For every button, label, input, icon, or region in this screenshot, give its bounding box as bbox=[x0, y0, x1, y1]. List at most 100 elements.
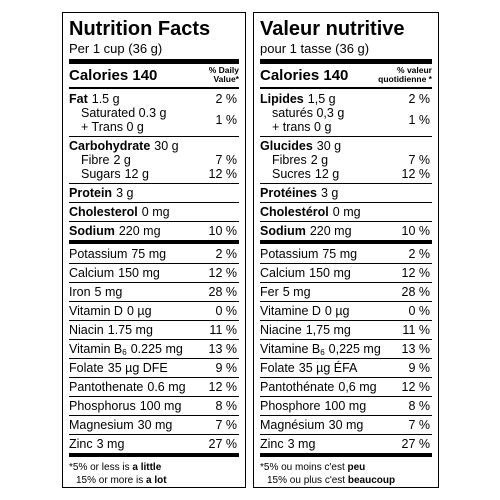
rule bbox=[260, 201, 432, 203]
nutrient-name: Magnesium bbox=[69, 417, 134, 432]
nutrient-amount: 1.75 mg bbox=[107, 322, 153, 337]
nutrient-row: Cholesterol 0 mg bbox=[69, 205, 170, 219]
dv-header: % valeur bbox=[397, 65, 432, 75]
nutrient-amount: 5 mg bbox=[94, 284, 123, 299]
nutrient-name: Potassium bbox=[260, 246, 319, 261]
daily-value: 9 % bbox=[408, 360, 430, 375]
rule bbox=[69, 376, 239, 378]
nutrient-name: Iron bbox=[69, 284, 91, 299]
nutrient-amount: 150 mg bbox=[309, 265, 351, 280]
daily-value: 11 % bbox=[402, 322, 430, 337]
daily-value: 12 % bbox=[401, 379, 431, 394]
nutrient-amount: 3 g bbox=[116, 185, 134, 200]
thick-rule bbox=[260, 239, 432, 244]
nutrient-amount: 0 mg bbox=[332, 204, 361, 219]
nutrient-name: Niacine bbox=[260, 322, 302, 337]
footnote-text: *5% ou moins c'est bbox=[260, 462, 348, 473]
thick-rule bbox=[69, 452, 239, 457]
rule bbox=[260, 357, 432, 359]
nutrient-row: Lipides 1,5 g bbox=[260, 92, 336, 106]
dv-header: quotidienne * bbox=[378, 74, 432, 84]
nutrient-name: Cholesterol bbox=[69, 204, 138, 219]
nutrient-line: saturés 0,3 g bbox=[272, 105, 345, 120]
daily-value: 12 % bbox=[401, 166, 431, 181]
nutrient-amount: 3 mg bbox=[96, 436, 125, 451]
nutrient-row: Sucres 12 g bbox=[272, 167, 339, 181]
panel: Valeur nutritive pour 1 tasse (36 g) Calor… bbox=[253, 12, 439, 488]
panel: Nutrition Facts Per 1 cup (36 g) Calories … bbox=[62, 12, 246, 488]
nutrient-row: Calcium 150 mg bbox=[69, 266, 160, 280]
nutrient-amount: 5 mg bbox=[282, 284, 311, 299]
footnote: *5% or less is a little bbox=[69, 461, 161, 475]
nutrient-amount: 1,5 g bbox=[307, 91, 336, 106]
daily-value: 2 % bbox=[408, 246, 430, 261]
rule bbox=[69, 87, 239, 89]
nutrient-name: Calcium bbox=[260, 265, 306, 280]
nutrient-row: Zinc 3 mg bbox=[260, 437, 315, 451]
nutrient-row: Vitamine B6 0,225 mg bbox=[260, 342, 381, 357]
rule bbox=[260, 376, 432, 378]
nutrient-amount: 2 g bbox=[113, 152, 131, 167]
nutrient-row: Fibres 2 g bbox=[272, 153, 328, 167]
nutrient-row: Zinc 3 mg bbox=[69, 437, 124, 451]
nutrient-amount: 0 mg bbox=[141, 204, 170, 219]
rule bbox=[260, 87, 432, 89]
footnote: 15% ou plus c'est beaucoup bbox=[267, 474, 395, 488]
nutrient-row: Potassium 75 mg bbox=[69, 247, 166, 261]
rule bbox=[69, 281, 239, 283]
nutrient-name: Potassium bbox=[69, 246, 128, 261]
nutrient-amount: 30 mg bbox=[328, 417, 364, 432]
nutrient-amount: 2 g bbox=[310, 152, 329, 167]
nutrient-row: Magnesium 30 mg bbox=[69, 418, 172, 432]
nutrient-amount: 150 mg bbox=[118, 265, 160, 280]
subscript: 6 bbox=[320, 347, 325, 357]
rule bbox=[69, 433, 239, 435]
nutrient-amount: 75 mg bbox=[131, 246, 167, 261]
nutrient-amount: 0.225 mg bbox=[130, 341, 183, 356]
rule bbox=[69, 201, 239, 203]
daily-value: 12 % bbox=[208, 166, 238, 181]
rule bbox=[69, 414, 239, 416]
daily-value: 7 % bbox=[408, 152, 430, 167]
rule bbox=[69, 182, 239, 184]
daily-value: 28 % bbox=[208, 284, 238, 299]
daily-value: 28 % bbox=[401, 284, 431, 299]
nutrient-name: Carbohydrate bbox=[69, 138, 151, 153]
nutrient-row: Phosphorus 100 mg bbox=[69, 399, 181, 413]
daily-value: 1 % bbox=[215, 112, 237, 127]
rule bbox=[69, 220, 239, 222]
nutrient-amount: 12 g bbox=[124, 166, 149, 181]
rule bbox=[260, 338, 432, 340]
nutrient-name: Fat bbox=[69, 91, 88, 106]
rule bbox=[69, 262, 239, 264]
title: Valeur nutritive bbox=[260, 18, 405, 40]
nutrient-row: Niacin 1.75 mg bbox=[69, 323, 153, 337]
thick-rule bbox=[260, 452, 432, 457]
nutrient-name: Pantothénate bbox=[260, 379, 335, 394]
nutrient-amount: 220 mg bbox=[118, 223, 161, 238]
daily-value: 10 % bbox=[208, 223, 238, 238]
daily-value: 7 % bbox=[215, 417, 237, 432]
rule bbox=[260, 135, 432, 137]
nutrient-name: Zinc bbox=[69, 436, 93, 451]
rule bbox=[69, 338, 239, 340]
footnote-text: peu bbox=[347, 462, 366, 473]
nutrient-amount: 30 mg bbox=[137, 417, 173, 432]
nutrient-row: Vitamin B6 0.225 mg bbox=[69, 341, 183, 357]
nutrient-amount: 0,6 mg bbox=[338, 379, 377, 394]
daily-value: 2 % bbox=[215, 246, 237, 261]
nutrient-row: Fat 1.5 g bbox=[69, 92, 120, 106]
daily-value: 2 % bbox=[215, 91, 237, 106]
nutrient-name: Magnésium bbox=[260, 417, 325, 432]
rule bbox=[69, 135, 239, 137]
nutrient-name: Phosphore bbox=[260, 398, 321, 413]
footnote-text: 15% ou plus c'est bbox=[267, 475, 348, 486]
nutrient-row: Magnésium 30 mg bbox=[260, 418, 363, 432]
thick-rule bbox=[260, 59, 432, 64]
nutrient-name: Vitamin D bbox=[69, 303, 123, 318]
nutrient-amount: 30 g bbox=[154, 138, 179, 153]
footnote-text: *5% or less is bbox=[69, 462, 133, 473]
nutrient-name: Protéines bbox=[260, 185, 317, 200]
daily-value: 10 % bbox=[401, 223, 431, 238]
